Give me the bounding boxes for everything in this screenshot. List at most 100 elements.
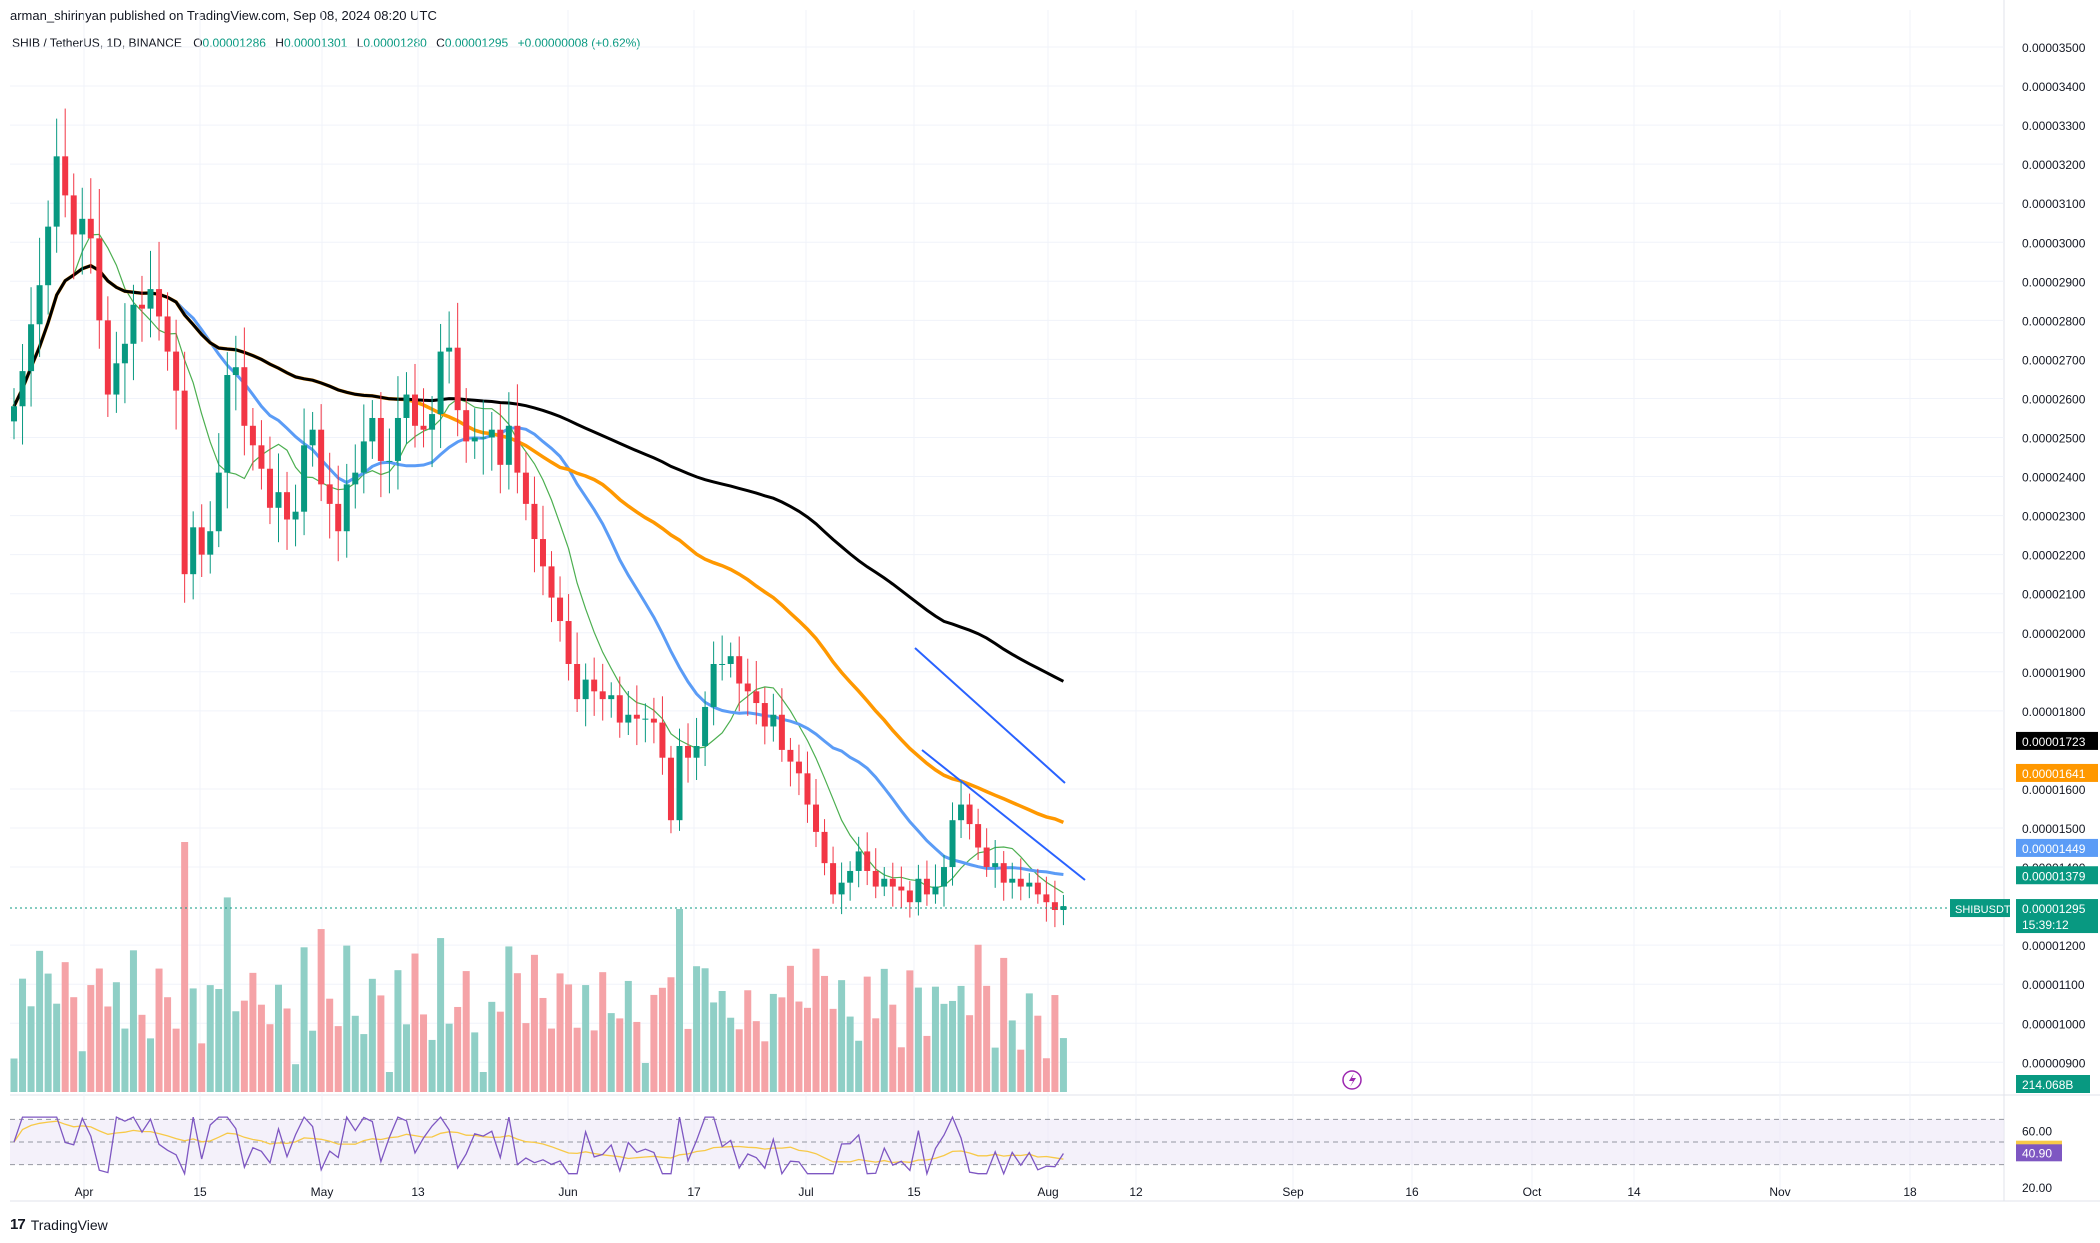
- volume-bar: [334, 1026, 342, 1092]
- volume-bar: [778, 997, 786, 1092]
- candle-body: [96, 238, 103, 321]
- volume-bar: [283, 1008, 291, 1092]
- volume-bar: [650, 994, 658, 1092]
- candle-body: [45, 226, 52, 286]
- price-tick-label: 0.00002600: [2022, 392, 2086, 406]
- price-tick-label: 0.00001500: [2022, 822, 2086, 836]
- candle-body: [104, 320, 111, 395]
- candle-body: [1060, 906, 1067, 911]
- candle-body: [522, 472, 529, 504]
- volume-bar: [1025, 993, 1033, 1092]
- volume-bar: [658, 987, 666, 1092]
- candle-body: [872, 870, 879, 887]
- candle-body: [181, 390, 188, 575]
- volume-bar: [78, 1051, 86, 1092]
- price-tick-label: 0.00001000: [2022, 1017, 2086, 1031]
- volume-bar: [607, 1013, 615, 1092]
- axes: 0.00003500 0.00003400 0.00003300 0.00003200…: [10, 41, 2098, 1199]
- tradingview-logo-text: TradingView: [30, 1216, 108, 1233]
- volume-bar: [906, 970, 914, 1092]
- volume-bar: [795, 1001, 803, 1092]
- volume-bar: [112, 982, 120, 1092]
- volume-bar: [129, 950, 137, 1092]
- volume-bar: [616, 1018, 624, 1092]
- volume-bar: [923, 1035, 931, 1092]
- candle-body: [173, 351, 180, 391]
- price-badge: [2016, 763, 2098, 782]
- volume-bar: [991, 1047, 999, 1092]
- candle-body: [753, 691, 760, 704]
- candle-body: [130, 304, 137, 344]
- candle-body: [881, 878, 888, 887]
- time-tick-label: 16: [1405, 1185, 1419, 1199]
- volume-bar: [539, 997, 547, 1092]
- volume-bar: [164, 997, 172, 1092]
- candle-body: [548, 566, 555, 598]
- volume-bar: [206, 985, 214, 1092]
- volume-bar: [838, 980, 846, 1092]
- volume-bar: [897, 1047, 905, 1092]
- candle-body: [539, 539, 546, 567]
- candle-body: [437, 351, 444, 415]
- ma-orange-line: [12, 263, 1065, 825]
- volume-bar: [479, 1072, 487, 1092]
- candle-body: [412, 394, 419, 426]
- candle-body: [463, 410, 470, 442]
- volume-bar: [872, 1018, 880, 1092]
- volume-bar: [530, 954, 538, 1092]
- volume-bar: [496, 1011, 504, 1092]
- volume-bar: [667, 977, 675, 1092]
- volume-bar: [266, 1024, 274, 1092]
- volume-bar: [761, 1041, 769, 1092]
- volume-bar: [582, 985, 590, 1092]
- volume-bar: [274, 984, 282, 1092]
- volume-bar: [10, 1058, 18, 1092]
- candle-body: [736, 656, 743, 684]
- volume-bar: [752, 1021, 760, 1092]
- volume-bar: [70, 997, 78, 1092]
- volume-bar: [232, 1011, 240, 1092]
- volume-bar: [846, 1016, 854, 1092]
- candle-body: [727, 656, 734, 664]
- volume-bar: [53, 1003, 61, 1092]
- candle-body: [147, 289, 154, 309]
- volume-bar: [471, 1032, 479, 1092]
- price-tick-label: 0.00002700: [2022, 353, 2086, 367]
- candle-body: [258, 445, 265, 469]
- candle-body: [787, 749, 794, 762]
- candle-body: [505, 425, 512, 465]
- candle-body: [659, 722, 666, 758]
- volume-bar: [769, 993, 777, 1092]
- candle-body: [164, 316, 171, 352]
- trend-line-upper: [914, 647, 1066, 784]
- candle-body: [889, 878, 896, 887]
- candle-body: [53, 156, 60, 227]
- volume-bar: [1051, 995, 1059, 1092]
- high-label: H: [275, 36, 284, 50]
- candle-body: [284, 492, 291, 520]
- candle-body: [599, 691, 606, 700]
- candle-body: [650, 718, 657, 723]
- rsi-line: [13, 1115, 1064, 1177]
- volume-bar: [675, 909, 683, 1092]
- candle-body: [693, 745, 700, 758]
- candle-body: [983, 847, 990, 868]
- volume-bar: [556, 973, 564, 1092]
- volume-bar: [385, 1072, 393, 1092]
- candle-body: [557, 597, 564, 622]
- volume-bar: [889, 1004, 897, 1092]
- volume-bar: [300, 947, 308, 1092]
- volume-bar: [61, 962, 69, 1092]
- candle-body: [28, 324, 35, 372]
- volume-bar: [983, 985, 991, 1092]
- rsi-tick-label: 60.00: [2022, 1125, 2052, 1139]
- tradingview-logo[interactable]: 17 TradingView: [10, 1216, 108, 1233]
- price-badge: [2016, 731, 2098, 750]
- ma-black-line: [12, 264, 1065, 683]
- candle-body: [710, 663, 717, 707]
- price-tick-label: 0.00001100: [2022, 978, 2085, 992]
- candle-body: [386, 460, 393, 462]
- candle-body: [795, 761, 802, 774]
- volume-bar: [44, 973, 52, 1092]
